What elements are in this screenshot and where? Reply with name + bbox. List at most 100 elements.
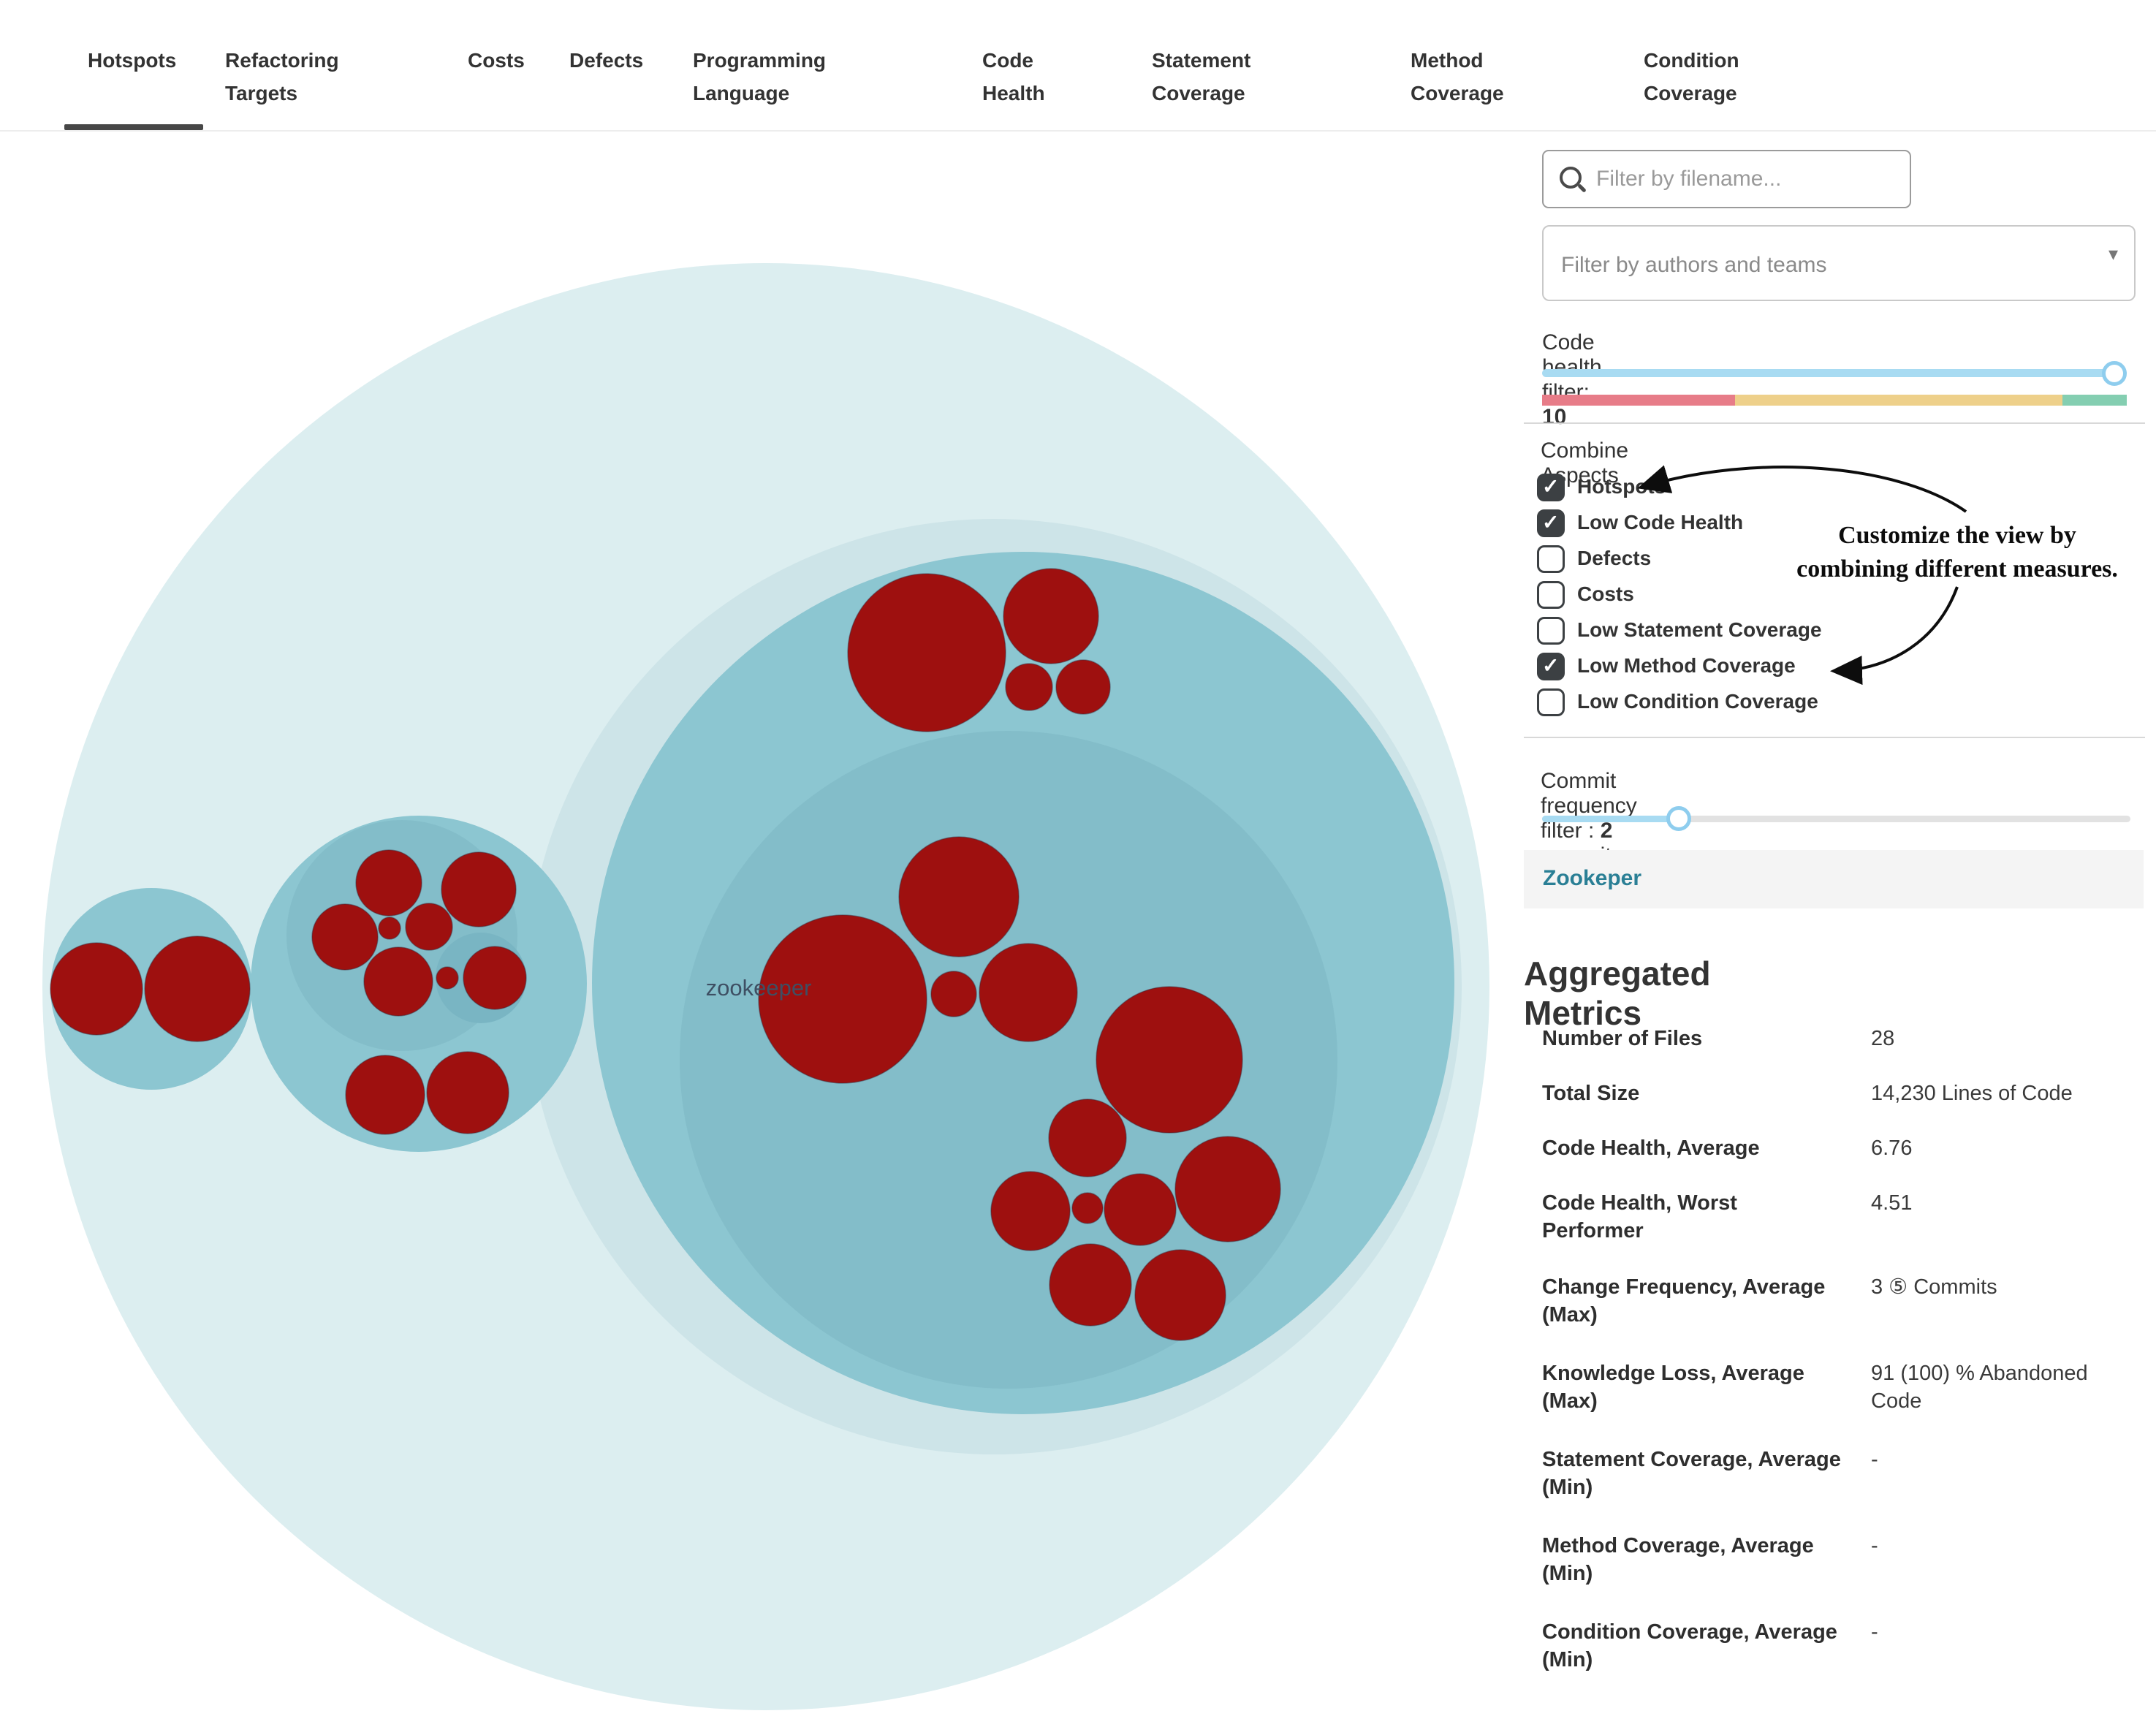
top-nav: Hotspots Refactoring Targets Costs Defects P… <box>0 0 2156 132</box>
metric-label: Method Coverage, Average (Min) <box>1542 1534 1814 1585</box>
aspect-label-defects: Defects <box>1577 547 1652 569</box>
file-hotspot-bubble[interactable] <box>441 851 517 927</box>
metric-label: Number of Files <box>1542 1027 1703 1050</box>
commit-slider-thumb[interactable] <box>1666 806 1691 831</box>
tab-statement-coverage[interactable]: Statement Coverage <box>1152 49 1251 105</box>
file-hotspot-bubble[interactable] <box>363 946 433 1017</box>
file-hotspot-bubble[interactable] <box>1134 1249 1226 1341</box>
breadcrumb: Zookeper <box>1524 850 2144 908</box>
aspect-label-hotspots: Hotspots <box>1577 475 1666 498</box>
file-hotspot-bubble[interactable] <box>1174 1136 1281 1242</box>
tab-refactoring-targets[interactable]: Refactoring Targets <box>225 49 339 105</box>
metric-value: - <box>1871 1620 1878 1644</box>
checkbox-low-method-coverage[interactable]: ✓ <box>1537 653 1565 680</box>
metric-label: Code Health, Worst Performer <box>1542 1191 1737 1242</box>
aspect-label-costs: Costs <box>1577 583 1634 605</box>
file-hotspot-bubble[interactable] <box>1049 1243 1132 1327</box>
check-icon: ✓ <box>1542 654 1560 677</box>
metric-value: - <box>1871 1534 1878 1557</box>
file-hotspot-bubble[interactable] <box>1071 1192 1104 1224</box>
divider <box>1524 422 2145 424</box>
file-hotspot-bubble[interactable] <box>405 903 453 951</box>
checkbox-costs[interactable] <box>1537 581 1565 609</box>
search-icon <box>1560 167 1582 189</box>
code-health-legend-green <box>2062 395 2127 406</box>
metric-label: Knowledge Loss, Average (Max) <box>1542 1362 1804 1413</box>
metric-value: 4.51 <box>1871 1191 1913 1215</box>
authors-filter-placeholder: Filter by authors and teams <box>1561 253 1827 277</box>
file-hotspot-bubble[interactable] <box>847 573 1006 732</box>
checkbox-defects[interactable] <box>1537 545 1565 573</box>
commit-slider-fill <box>1542 816 1679 822</box>
file-hotspot-bubble[interactable] <box>436 966 459 990</box>
package-label-zookeeper: zookeeper <box>706 975 812 1001</box>
file-hotspot-bubble[interactable] <box>311 903 379 971</box>
file-hotspot-bubble[interactable] <box>758 914 927 1084</box>
file-hotspot-bubble[interactable] <box>1048 1098 1127 1177</box>
breadcrumb-zookeper-link[interactable]: Zookeper <box>1543 866 1642 890</box>
checkbox-low-statement-coverage[interactable] <box>1537 617 1565 645</box>
aspect-label-low-statement-coverage: Low Statement Coverage <box>1577 618 1822 641</box>
tab-code-health[interactable]: Code Health <box>982 49 1045 105</box>
file-hotspot-bubble[interactable] <box>1096 986 1243 1134</box>
metric-label: Total Size <box>1542 1082 1640 1105</box>
checkbox-low-code-health[interactable]: ✓ <box>1537 509 1565 537</box>
tab-condition-coverage[interactable]: Condition Coverage <box>1644 49 1739 105</box>
file-hotspot-bubble[interactable] <box>345 1055 425 1135</box>
checkbox-low-condition-coverage[interactable] <box>1537 688 1565 716</box>
file-hotspot-bubble[interactable] <box>1005 663 1053 711</box>
metric-value: - <box>1871 1448 1878 1471</box>
file-hotspot-bubble[interactable] <box>930 971 977 1017</box>
metric-label: Statement Coverage, Average (Min) <box>1542 1448 1841 1499</box>
file-hotspot-bubble[interactable] <box>1003 568 1099 664</box>
file-hotspot-bubble[interactable] <box>50 942 143 1036</box>
aspect-label-low-method-coverage: Low Method Coverage <box>1577 654 1796 677</box>
file-hotspot-bubble[interactable] <box>898 836 1020 957</box>
file-hotspot-bubble[interactable] <box>144 936 251 1042</box>
check-icon: ✓ <box>1542 475 1560 498</box>
metric-value: 3 ⑤ Commits <box>1871 1275 1997 1299</box>
metric-label: Change Frequency, Average (Max) <box>1542 1275 1826 1327</box>
code-health-slider-thumb[interactable] <box>2102 361 2127 386</box>
tab-hotspots[interactable]: Hotspots <box>88 49 177 72</box>
tab-method-coverage[interactable]: Method Coverage <box>1411 49 1504 105</box>
code-health-filter-label: Code health filter: 10 <box>1542 330 1602 429</box>
tab-costs[interactable]: Costs <box>468 49 525 72</box>
metric-value: 14,230 Lines of Code <box>1871 1082 2073 1105</box>
annotation-note: Customize the view by combining differen… <box>1796 522 2118 583</box>
aggregated-metrics-title: Aggregated Metrics <box>1524 955 1711 1032</box>
file-hotspot-bubble[interactable] <box>1055 659 1111 715</box>
file-hotspot-bubble[interactable] <box>979 943 1078 1042</box>
code-health-slider-track[interactable] <box>1542 369 2123 377</box>
metric-value: 91 (100) % Abandoned Code <box>1871 1362 2088 1413</box>
tab-programming-language[interactable]: Programming Language <box>693 49 827 105</box>
aspect-label-low-code-health: Low Code Health <box>1577 511 1744 534</box>
file-hotspot-bubble[interactable] <box>990 1171 1071 1251</box>
chevron-down-icon: ▾ <box>2108 243 2118 265</box>
authors-filter-dropdown[interactable]: Filter by authors and teams ▾ <box>1542 225 2136 301</box>
divider <box>1524 737 2145 738</box>
checkbox-hotspots[interactable]: ✓ <box>1537 474 1565 501</box>
file-hotspot-bubble[interactable] <box>355 849 422 917</box>
metric-label: Code Health, Average <box>1542 1136 1760 1160</box>
aspect-label-low-condition-coverage: Low Condition Coverage <box>1577 690 1818 713</box>
metric-value: 28 <box>1871 1027 1895 1050</box>
filename-filter-input[interactable] <box>1542 150 1911 208</box>
file-hotspot-bubble[interactable] <box>1104 1173 1177 1246</box>
active-tab-underline <box>64 124 203 130</box>
commit-frequency-value: 2 <box>1600 819 1613 843</box>
check-icon: ✓ <box>1542 511 1560 534</box>
commit-slider-track[interactable] <box>1542 816 2130 822</box>
code-health-legend-yellow <box>1735 395 2062 406</box>
code-health-legend-red <box>1542 395 1735 406</box>
file-hotspot-bubble[interactable] <box>426 1051 509 1134</box>
code-health-filter-value: 10 <box>1542 405 1567 429</box>
package-circle-right-subpackage[interactable] <box>680 731 1337 1389</box>
file-hotspot-bubble[interactable] <box>463 946 527 1010</box>
metric-label: Condition Coverage, Average (Min) <box>1542 1620 1837 1671</box>
tab-defects[interactable]: Defects <box>569 49 644 72</box>
file-hotspot-bubble[interactable] <box>378 917 401 940</box>
metric-value: 6.76 <box>1871 1136 1913 1160</box>
